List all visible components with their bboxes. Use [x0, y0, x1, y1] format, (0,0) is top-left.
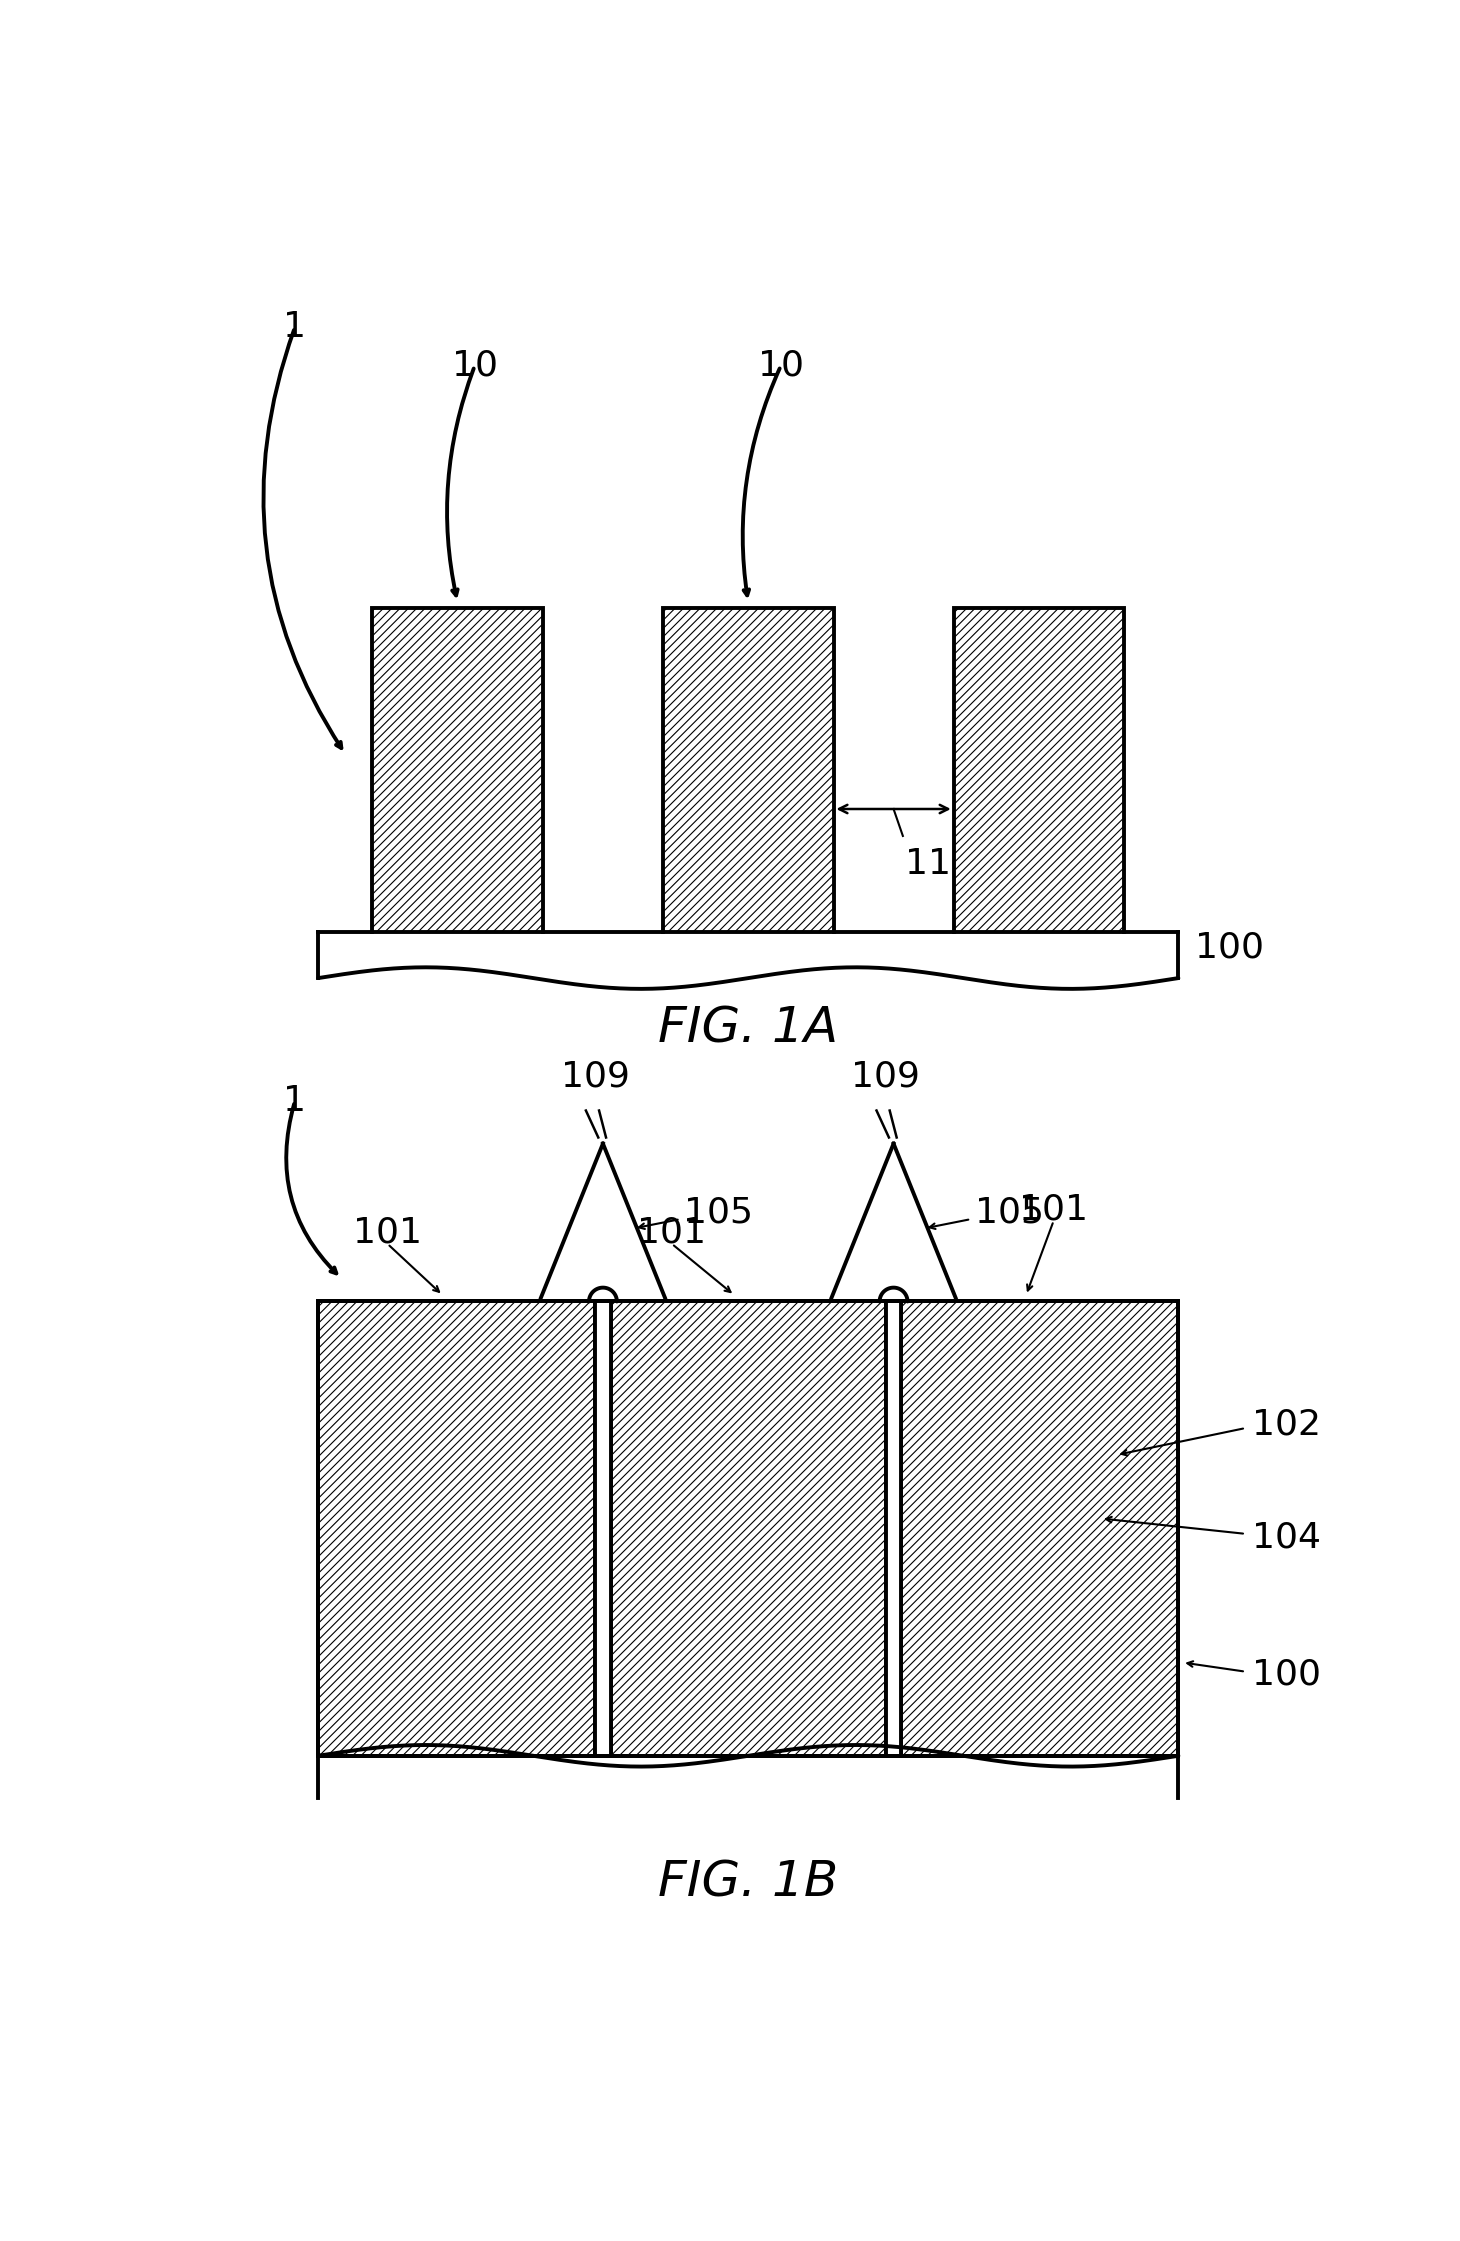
Text: 100: 100 — [1196, 930, 1264, 964]
Text: 1: 1 — [283, 311, 307, 345]
Text: 104: 104 — [1253, 1522, 1321, 1555]
Text: 105: 105 — [685, 1197, 753, 1230]
Bar — [610, 1302, 886, 1755]
Bar — [886, 1302, 901, 1755]
Bar — [901, 1302, 1178, 1755]
Text: 10: 10 — [758, 350, 804, 383]
Text: 105: 105 — [975, 1197, 1044, 1230]
Text: 10: 10 — [451, 350, 498, 383]
Bar — [318, 1302, 596, 1755]
Text: 102: 102 — [1253, 1407, 1321, 1441]
Bar — [372, 610, 543, 932]
Text: 109: 109 — [561, 1060, 629, 1094]
Bar — [318, 1302, 1178, 1755]
Text: FIG. 1B: FIG. 1B — [658, 1858, 838, 1907]
Text: 11: 11 — [905, 847, 950, 881]
Text: 101: 101 — [637, 1215, 707, 1248]
Text: FIG. 1A: FIG. 1A — [658, 1004, 838, 1051]
Bar — [953, 610, 1124, 932]
Text: 101: 101 — [1019, 1192, 1088, 1226]
Text: 101: 101 — [353, 1215, 422, 1248]
Bar — [596, 1302, 610, 1755]
Text: 109: 109 — [851, 1060, 920, 1094]
Bar — [663, 610, 834, 932]
Text: 1: 1 — [283, 1085, 307, 1118]
Text: 100: 100 — [1253, 1656, 1321, 1692]
